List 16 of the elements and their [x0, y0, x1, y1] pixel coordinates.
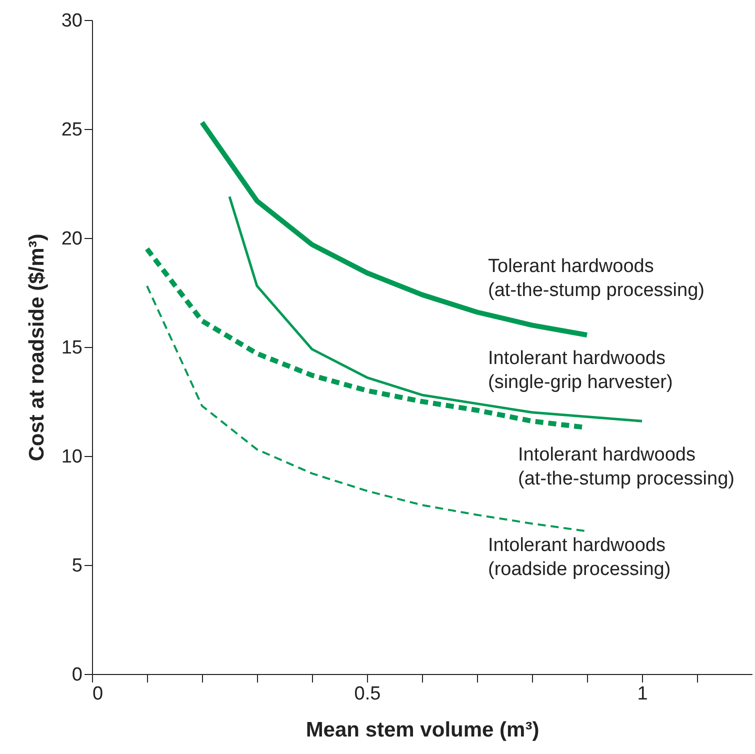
x-tick-label: 0 [92, 684, 104, 704]
series-label: Intolerant hardwoods (single-grip harvester) [488, 348, 673, 394]
y-axis-title: Cost at roadside ($/m³) [25, 234, 48, 462]
x-tick-label: 0.5 [354, 684, 381, 704]
series-label: Intolerant hardwoods (roadside processing) [488, 535, 671, 580]
x-tick-label: 1 [637, 684, 648, 704]
x-axis-title: Mean stem volume (m³) [306, 718, 540, 742]
y-tick-label: 15 [61, 338, 82, 358]
y-tick-label: 25 [61, 120, 82, 140]
y-tick-label: 30 [61, 10, 82, 32]
y-tick-label: 0 [72, 664, 82, 686]
series-label: Tolerant hardwoods (at-the-stump processing) [488, 256, 704, 302]
series-label: Intolerant hardwoods (at-the-stump processing) [518, 444, 734, 490]
y-tick-label: 20 [61, 228, 82, 250]
y-tick-label: 5 [72, 556, 82, 576]
y-tick-label: 10 [61, 446, 82, 468]
